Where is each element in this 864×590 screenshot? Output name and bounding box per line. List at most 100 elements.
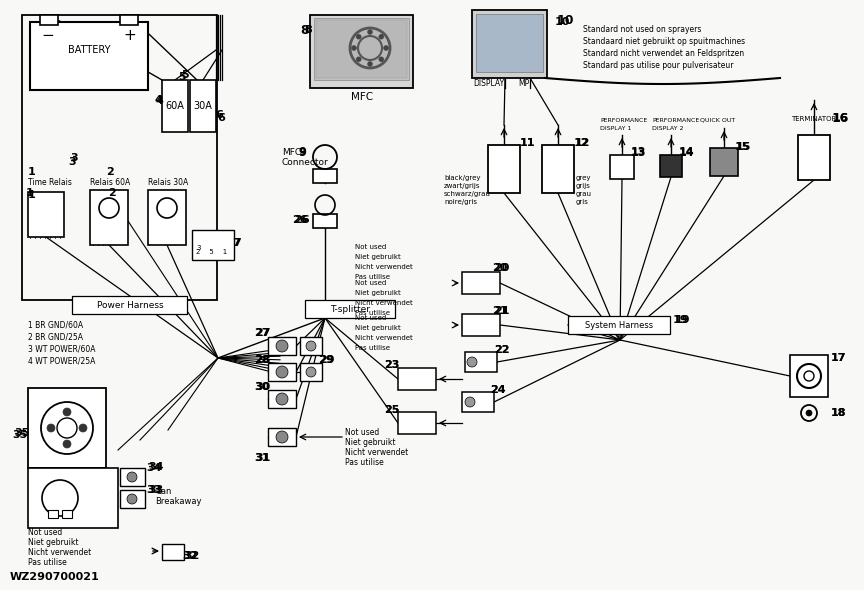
Text: 16: 16 (831, 112, 848, 124)
Bar (28, 192, 64, 237)
Text: 8: 8 (304, 25, 312, 35)
Text: 14: 14 (678, 148, 694, 158)
Text: 6: 6 (215, 110, 223, 120)
Text: 14: 14 (679, 147, 695, 157)
Bar (120, 468, 145, 486)
Text: 19: 19 (672, 315, 688, 325)
Bar (40, 15, 58, 25)
Bar (190, 80, 216, 132)
Bar (710, 148, 738, 176)
Text: Pas utilise: Pas utilise (28, 558, 67, 567)
Bar (28, 388, 106, 468)
Bar (313, 214, 337, 228)
Text: Not used: Not used (355, 315, 386, 321)
Bar (790, 355, 828, 397)
Text: 6: 6 (217, 113, 225, 123)
Text: 31: 31 (254, 453, 270, 463)
Text: 3: 3 (196, 245, 200, 251)
Text: 30: 30 (254, 382, 270, 392)
Circle shape (79, 424, 87, 432)
Text: 35: 35 (12, 430, 28, 440)
Circle shape (465, 397, 475, 407)
Text: 12: 12 (573, 138, 588, 148)
Text: WZ290700021: WZ290700021 (10, 572, 99, 582)
Text: Niet gebruikt: Niet gebruikt (28, 538, 79, 547)
Text: Not used: Not used (355, 280, 386, 286)
Text: 13: 13 (631, 148, 645, 158)
Text: Niet gebruikt: Niet gebruikt (345, 438, 396, 447)
Text: 29: 29 (319, 355, 335, 365)
Circle shape (367, 30, 372, 34)
Text: 2    5    1: 2 5 1 (196, 249, 227, 255)
Text: 16: 16 (833, 113, 848, 123)
Bar (542, 145, 574, 193)
Text: Pas utilise: Pas utilise (345, 458, 384, 467)
Text: 17: 17 (830, 353, 846, 363)
Text: DISPLAY: DISPLAY (473, 79, 505, 88)
Text: MP: MP (518, 79, 530, 88)
Text: PERFORMANCE: PERFORMANCE (600, 118, 647, 123)
Text: Time Relais: Time Relais (28, 178, 72, 187)
Text: 11: 11 (519, 138, 535, 148)
Text: 5: 5 (181, 70, 189, 80)
Text: noire/gris: noire/gris (444, 199, 477, 205)
Text: 4 WT POWER/25A: 4 WT POWER/25A (28, 356, 95, 365)
Text: System Harness: System Harness (585, 320, 653, 329)
Circle shape (276, 393, 288, 405)
Text: +: + (124, 28, 137, 42)
Text: 2: 2 (108, 188, 116, 198)
Text: 1: 1 (26, 188, 34, 198)
Text: 10: 10 (556, 14, 574, 27)
Text: Niet gebruikt: Niet gebruikt (355, 290, 401, 296)
Text: 26: 26 (292, 215, 308, 225)
Text: Pas utilise: Pas utilise (355, 274, 390, 280)
Text: 21: 21 (494, 306, 510, 316)
Text: 33: 33 (149, 485, 163, 495)
Text: 2 BR GND/25A: 2 BR GND/25A (28, 332, 83, 341)
Text: Not used: Not used (355, 244, 386, 250)
Text: Not used: Not used (345, 428, 379, 437)
Bar (162, 544, 184, 560)
Circle shape (356, 34, 361, 39)
Bar (72, 296, 187, 314)
Circle shape (127, 494, 137, 504)
Circle shape (356, 57, 361, 62)
Text: T-splitter: T-splitter (330, 304, 370, 313)
Bar (462, 272, 500, 294)
Circle shape (378, 57, 384, 62)
Text: Not used: Not used (28, 528, 62, 537)
Text: Standard not used on sprayers: Standard not used on sprayers (583, 25, 702, 34)
Text: schwarz/grau: schwarz/grau (444, 191, 491, 197)
Text: 32: 32 (184, 551, 200, 561)
Bar (310, 15, 413, 88)
Text: Nicht verwendet: Nicht verwendet (345, 448, 409, 457)
Text: Pas utilise: Pas utilise (355, 345, 390, 351)
Text: 17: 17 (830, 353, 846, 363)
Bar (120, 15, 138, 25)
Text: Niet gebruikt: Niet gebruikt (355, 254, 401, 260)
Bar (48, 510, 58, 518)
Text: Breakaway: Breakaway (155, 497, 201, 506)
Text: zwart/grijs: zwart/grijs (444, 183, 480, 189)
Bar (148, 190, 186, 245)
Circle shape (352, 45, 357, 51)
Text: 1: 1 (29, 190, 36, 200)
Text: 3: 3 (68, 157, 76, 167)
Text: 22: 22 (494, 345, 510, 355)
Bar (268, 363, 296, 381)
Text: gris: gris (576, 199, 589, 205)
Bar (610, 155, 634, 179)
Text: Nicht verwendet: Nicht verwendet (355, 335, 413, 341)
Text: 7: 7 (232, 238, 240, 248)
Circle shape (63, 440, 71, 448)
Text: 8: 8 (301, 24, 309, 37)
Text: 13: 13 (631, 147, 645, 157)
Text: 22: 22 (494, 345, 510, 355)
Bar (462, 392, 494, 412)
Text: 2: 2 (106, 167, 114, 177)
Text: 18: 18 (830, 408, 846, 418)
Text: 21: 21 (492, 306, 508, 316)
Bar (568, 316, 670, 334)
Text: Standard pas utilise pour pulverisateur: Standard pas utilise pour pulverisateur (583, 61, 734, 70)
Bar (398, 412, 436, 434)
